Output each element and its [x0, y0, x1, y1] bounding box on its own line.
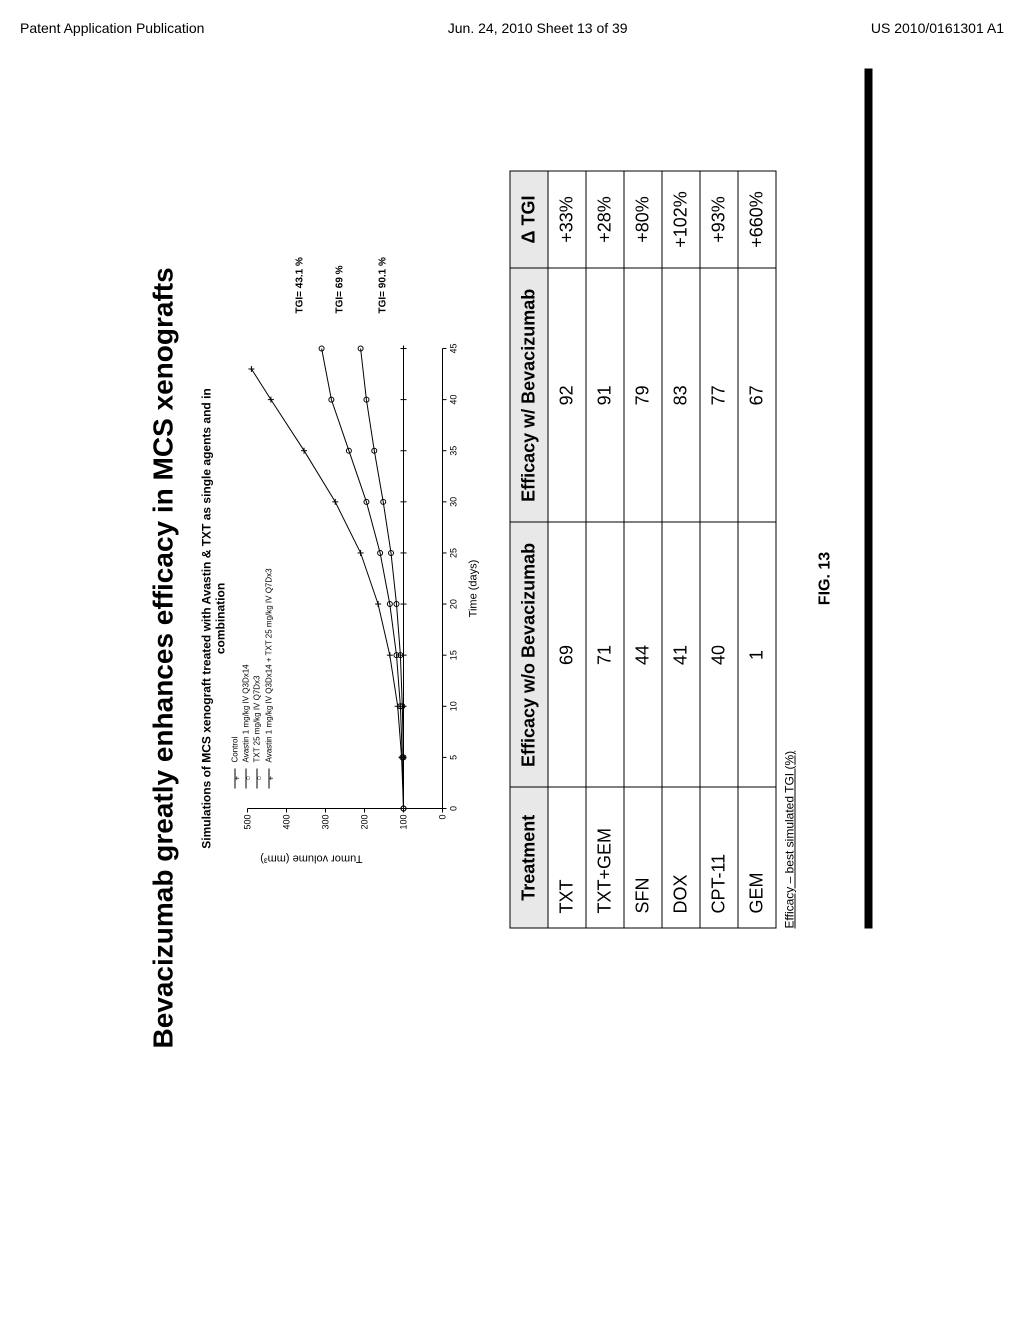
- svg-text:0: 0: [438, 815, 448, 820]
- chart-area: Simulations of MCS xenograft treated wit…: [200, 0, 480, 869]
- table-cell: +80%: [624, 171, 662, 269]
- table-row: SFN4479+80%: [624, 171, 662, 928]
- legend-item: +Control: [230, 568, 241, 788]
- legend-item: ○TXT 25 mg/kg IV Q7Dx3: [252, 568, 263, 788]
- table-cell: DOX: [662, 787, 700, 928]
- rotated-content: Bevacizumab greatly enhances efficacy in…: [148, 0, 873, 1049]
- legend-item: ○Avastin 1 mg/kg IV Q3Dx14: [241, 568, 252, 788]
- main-title: Bevacizumab greatly enhances efficacy in…: [148, 0, 180, 1049]
- header-right: US 2010/0161301 A1: [871, 20, 1004, 36]
- svg-text:100: 100: [399, 815, 409, 830]
- svg-text:30: 30: [449, 497, 459, 507]
- table-row: TXT6992+33%: [548, 171, 586, 928]
- table-cell: 1: [738, 522, 776, 787]
- col-treatment: Treatment: [510, 787, 548, 928]
- table-footnote: Efficacy – best simulated TGI (%): [783, 0, 797, 929]
- table-cell: +93%: [700, 171, 738, 269]
- table-cell: SFN: [624, 787, 662, 928]
- svg-text:20: 20: [449, 599, 459, 609]
- tgi-annotation: TGI= 43.1 %: [295, 257, 306, 313]
- table-row: DOX4183+102%: [662, 171, 700, 928]
- col-eff-w: Efficacy w/ Bevacizumab: [510, 268, 548, 522]
- svg-text:400: 400: [282, 815, 292, 830]
- table-cell: +660%: [738, 171, 776, 269]
- col-eff-wo: Efficacy w/o Bevacizumab: [510, 522, 548, 787]
- svg-text:10: 10: [449, 701, 459, 711]
- svg-text:200: 200: [360, 815, 370, 830]
- table-cell: 79: [624, 268, 662, 522]
- table-cell: 40: [700, 522, 738, 787]
- table-cell: +28%: [586, 171, 624, 269]
- table-cell: 44: [624, 522, 662, 787]
- svg-text:40: 40: [449, 395, 459, 405]
- table-cell: CPT-11: [700, 787, 738, 928]
- svg-text:500: 500: [243, 815, 253, 830]
- svg-text:45: 45: [449, 343, 459, 353]
- table-cell: 41: [662, 522, 700, 787]
- tgi-annotation: TGI= 90.1 %: [378, 257, 389, 313]
- table-row: TXT+GEM7191+28%: [586, 171, 624, 928]
- table-cell: +33%: [548, 171, 586, 269]
- svg-text:300: 300: [321, 815, 331, 830]
- svg-text:15: 15: [449, 650, 459, 660]
- table-cell: GEM: [738, 787, 776, 928]
- tgi-annotation: TGI= 69 %: [335, 265, 346, 313]
- chart-legend: +Control ○Avastin 1 mg/kg IV Q3Dx14 ○TXT…: [230, 568, 275, 788]
- table-cell: TXT: [548, 787, 586, 928]
- efficacy-table: Treatment Efficacy w/o Bevacizumab Effic…: [510, 170, 777, 928]
- table-row: CPT-114077+93%: [700, 171, 738, 928]
- svg-text:5: 5: [449, 755, 459, 760]
- table-cell: 71: [586, 522, 624, 787]
- table-cell: 67: [738, 268, 776, 522]
- svg-text:35: 35: [449, 446, 459, 456]
- table-cell: 83: [662, 268, 700, 522]
- table-cell: 77: [700, 268, 738, 522]
- table-cell: +102%: [662, 171, 700, 269]
- chart-title: Simulations of MCS xenograft treated wit…: [200, 369, 228, 869]
- table-cell: 92: [548, 268, 586, 522]
- table-row: GEM167+660%: [738, 171, 776, 928]
- figure-label: FIG. 13: [817, 229, 835, 929]
- x-axis-label: Time (days): [468, 339, 480, 839]
- y-axis-label: Tumor volume (mm³): [343, 853, 363, 865]
- table-cell: TXT+GEM: [586, 787, 624, 928]
- legend-item: +Avastin 1 mg/kg IV Q3Dx14 + TXT 25 mg/k…: [263, 568, 274, 788]
- table-cell: 69: [548, 522, 586, 787]
- bottom-rule: [865, 69, 873, 929]
- svg-text:0: 0: [449, 806, 459, 811]
- svg-text:25: 25: [449, 548, 459, 558]
- col-delta-tgi: Δ TGI: [510, 171, 548, 269]
- table-header-row: Treatment Efficacy w/o Bevacizumab Effic…: [510, 171, 548, 928]
- table-cell: 91: [586, 268, 624, 522]
